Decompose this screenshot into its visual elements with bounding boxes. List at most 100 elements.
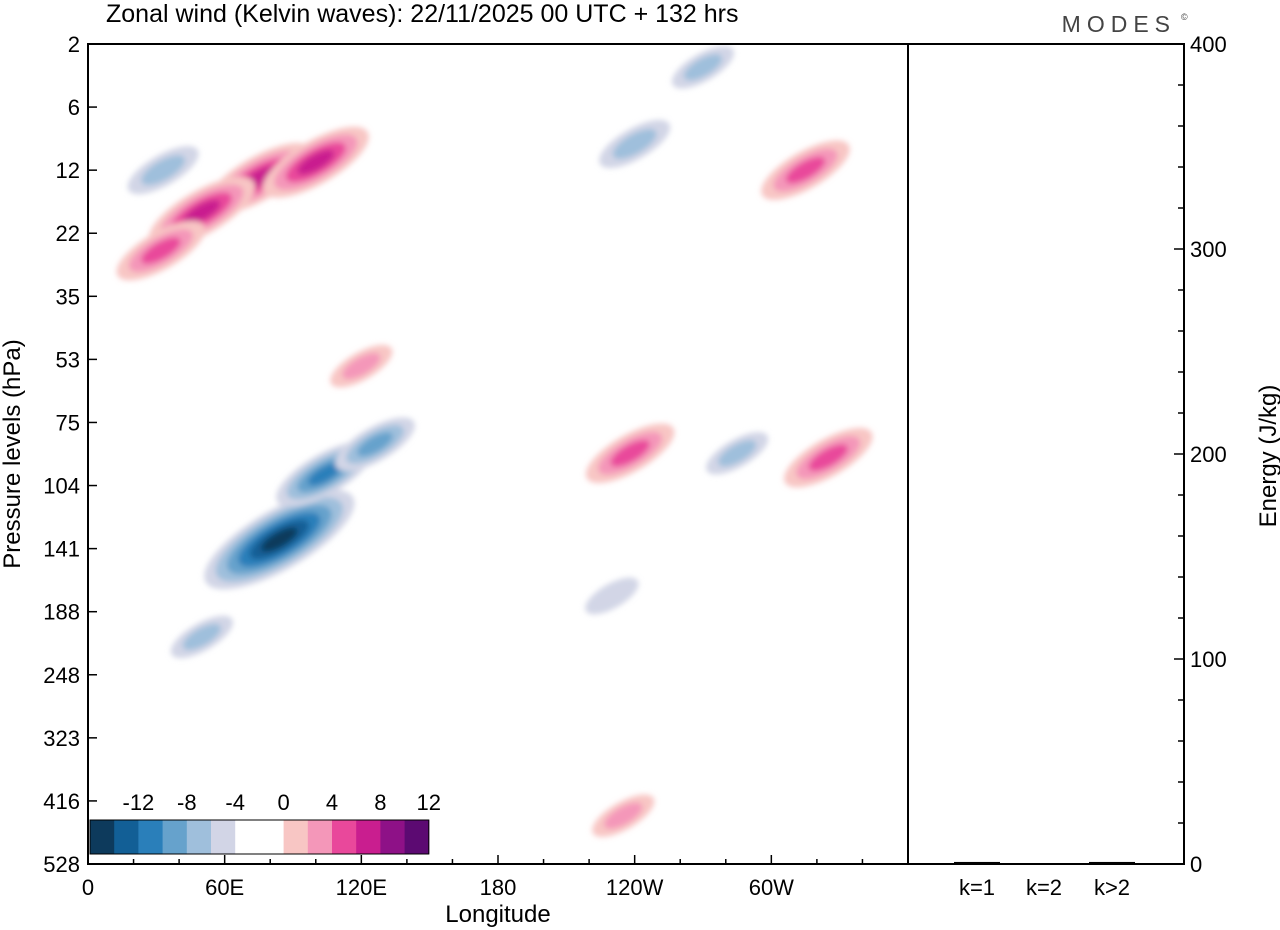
energy-panel: k=1 k=2 k>2 0 100 200 300 400 Energy (J/kg) xyxy=(907,32,1280,900)
contour-band xyxy=(785,156,826,184)
field-blob xyxy=(170,615,233,659)
colorbar-label: 12 xyxy=(417,790,441,815)
colorbar-swatch xyxy=(404,820,430,854)
contour-band xyxy=(612,129,657,159)
y-tick-label: 53 xyxy=(56,347,80,372)
energy-category-label: k=1 xyxy=(959,875,995,900)
x-tick-label: 60W xyxy=(749,875,794,900)
contour-band xyxy=(307,462,342,486)
field-blob xyxy=(592,794,655,837)
contour-band xyxy=(357,432,393,457)
y-tick-label: 12 xyxy=(56,158,80,183)
y-tick-label: 416 xyxy=(43,789,80,814)
colorbar-swatch xyxy=(380,820,405,854)
contour-band xyxy=(718,440,757,467)
colorbar-swatch xyxy=(186,820,212,854)
contour-band xyxy=(585,577,639,615)
field-blob xyxy=(671,46,735,89)
energy-tick-label: 100 xyxy=(1190,647,1227,672)
field-blob xyxy=(335,417,415,472)
y-axis-label: Pressure levels (hPa) xyxy=(0,339,26,568)
brand-logo: MODES xyxy=(1062,11,1176,37)
colorbar-swatch xyxy=(114,820,139,854)
field-blob xyxy=(585,577,639,615)
colorbar-label: -4 xyxy=(225,790,245,815)
colorbar-label: 8 xyxy=(374,790,386,815)
field-blob xyxy=(761,140,850,200)
contour-band xyxy=(683,54,723,81)
colorbar-swatch xyxy=(235,820,260,854)
brand-mark: © xyxy=(1181,12,1188,22)
colorbar-label: 4 xyxy=(326,790,338,815)
energy-bar xyxy=(1089,861,1135,864)
field-blob xyxy=(204,489,355,590)
energy-frame xyxy=(907,43,1185,865)
energy-tick-label: 400 xyxy=(1190,32,1227,57)
y-tick-label: 188 xyxy=(43,600,80,625)
colorbar-swatch xyxy=(138,820,163,854)
energy-bars: k=1 k=2 k>2 xyxy=(954,861,1135,900)
colorbar-label: 0 xyxy=(277,790,289,815)
field-blob xyxy=(116,220,206,281)
y-tick-label: 104 xyxy=(43,474,80,499)
colorbar-swatch xyxy=(332,820,357,854)
field-blob xyxy=(599,119,671,169)
colorbar-swatch xyxy=(259,820,284,854)
contour-band xyxy=(182,623,221,650)
contour-band xyxy=(261,527,298,552)
contour-band xyxy=(604,802,643,829)
colorbar-label: -8 xyxy=(177,790,197,815)
field-blob xyxy=(783,427,873,488)
y-tick-label: 141 xyxy=(43,537,80,562)
field-blob xyxy=(127,146,199,195)
field-blob xyxy=(330,344,393,388)
wind-anomaly-field xyxy=(116,46,873,837)
y-tick-label: 248 xyxy=(43,663,80,688)
heatmap-plot: 0 60E 120E 180 120W 60W 2 6 12 22 35 53 75 104 141 188… xyxy=(43,32,909,900)
colorbar-label: -12 xyxy=(123,790,155,815)
contour-band xyxy=(141,237,181,264)
x-tick-label: 120E xyxy=(336,875,387,900)
energy-axis-ticks: 0 100 200 300 400 xyxy=(1174,32,1227,877)
contour-band xyxy=(342,353,381,380)
x-tick-label: 60E xyxy=(205,875,244,900)
contour-band xyxy=(610,440,650,467)
contour-band xyxy=(141,155,185,185)
energy-category-label: k=2 xyxy=(1026,875,1062,900)
energy-axis-label: Energy (J/kg) xyxy=(1255,385,1280,528)
energy-category-label: k>2 xyxy=(1094,875,1130,900)
colorbar-swatch xyxy=(307,820,333,854)
y-tick-label: 22 xyxy=(56,221,80,246)
x-tick-label: 0 xyxy=(82,875,94,900)
colorbar-swatch xyxy=(90,820,115,854)
y-tick-label: 75 xyxy=(56,410,80,435)
energy-bar xyxy=(1021,863,1067,864)
energy-tick-label: 200 xyxy=(1190,442,1227,467)
y-tick-label: 6 xyxy=(68,95,80,120)
colorbar-swatch xyxy=(283,820,309,854)
colorbar-frame xyxy=(89,819,430,855)
x-axis-label: Longitude xyxy=(445,901,550,928)
x-axis-ticks: 0 60E 120E 180 120W 60W xyxy=(82,855,909,900)
x-tick-label: 180 xyxy=(480,875,517,900)
y-axis-ticks: 2 6 12 22 35 53 75 104 141 188 248 323 416 528 xyxy=(43,32,97,877)
colorbar-swatch xyxy=(162,820,188,854)
colorbar-swatch xyxy=(211,820,236,854)
contour-band xyxy=(297,149,335,175)
chart-title: Zonal wind (Kelvin waves): 22/11/2025 00… xyxy=(106,0,739,28)
field-blob xyxy=(262,126,369,198)
y-tick-label: 528 xyxy=(43,852,80,877)
contour-band xyxy=(183,199,221,225)
field-blob xyxy=(706,432,769,475)
field-blob xyxy=(585,423,675,484)
y-tick-label: 35 xyxy=(56,284,80,309)
energy-tick-label: 0 xyxy=(1190,852,1202,877)
contour-band xyxy=(808,444,848,471)
energy-tick-label: 300 xyxy=(1190,237,1227,262)
x-tick-label: 120W xyxy=(606,875,664,900)
colorbar-legend: -12 -8 -4 0 4 8 12 xyxy=(89,790,441,855)
y-tick-label: 2 xyxy=(68,32,80,57)
energy-bar xyxy=(954,861,1000,864)
y-tick-label: 323 xyxy=(43,726,80,751)
